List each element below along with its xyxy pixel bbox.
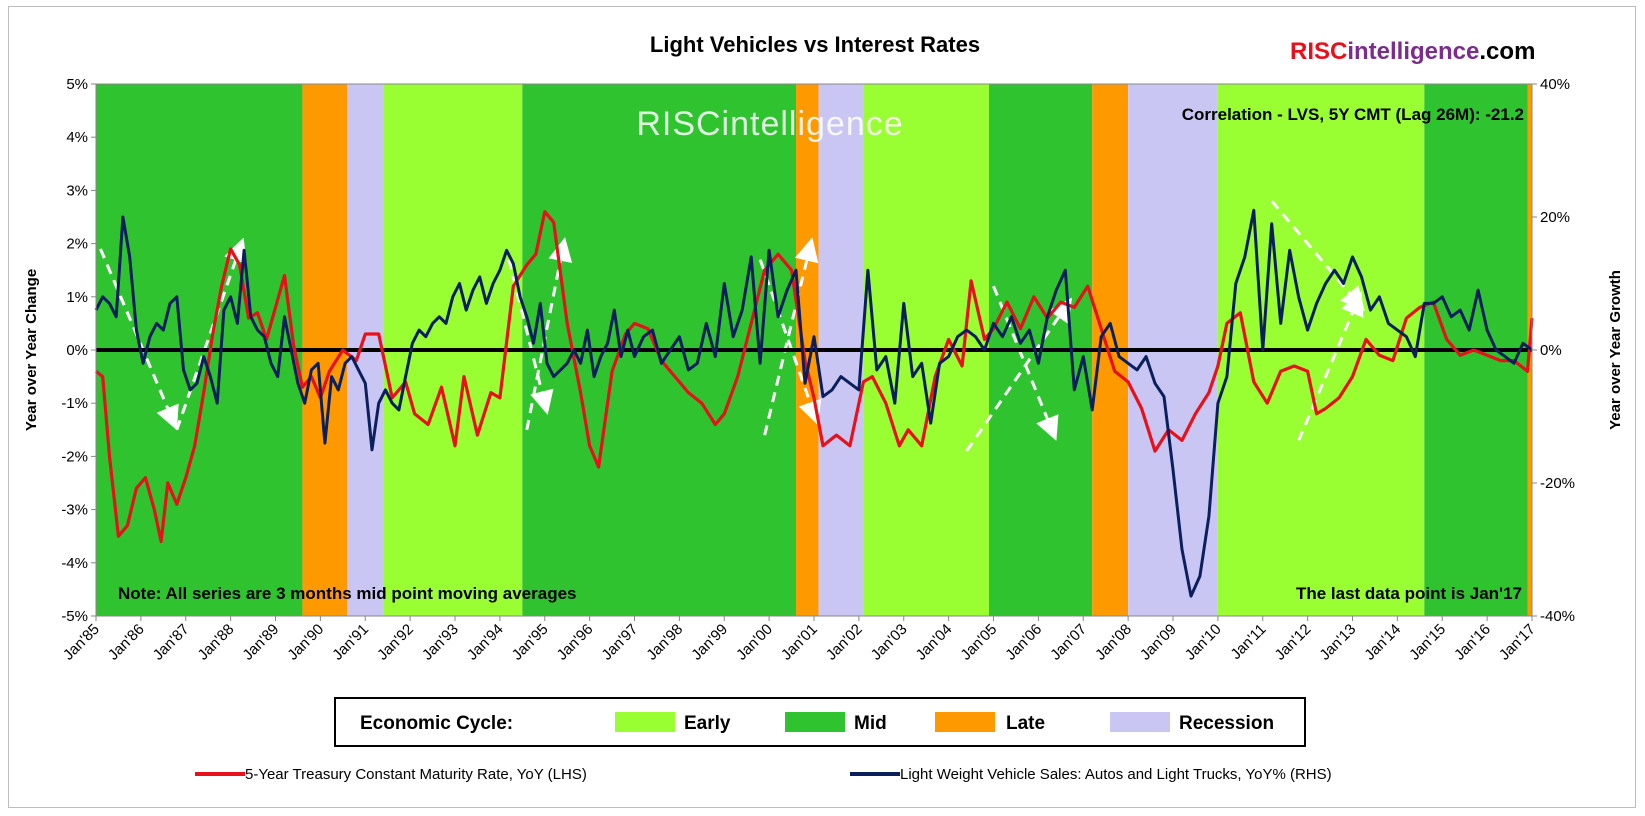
x-tick-label: Jan'93 [419,621,462,664]
x-tick-label: Jan'85 [60,621,103,664]
trend-arrow-9 [1297,291,1364,442]
legend-label-vehicles: Light Weight Vehicle Sales: Autos and Li… [900,766,1332,783]
trend-arrow-5 [763,237,819,436]
series-lines [94,208,1534,598]
legend-swatch-early [615,712,675,732]
x-tick-label: Jan'06 [1002,621,1045,664]
brand-part-3: .com [1479,38,1535,65]
x-tick-label: Jan'09 [1137,621,1180,664]
correlation-note: Correlation - LVS, 5Y CMT (Lag 26M): -21… [1182,105,1524,124]
note-left: Note: All series are 3 months mid point … [118,584,577,603]
watermark: RISCintelligence [636,105,903,143]
y-left-tick-label: 4% [66,129,88,146]
x-tick-label: Jan'91 [329,621,372,664]
y-left-tick-label: -5% [61,608,88,625]
y-left-tick-label: 5% [66,76,88,93]
legend-label-treasury: 5-Year Treasury Constant Maturity Rate, … [245,766,587,783]
x-tick-label: Jan'17 [1496,621,1539,664]
x-tick-label: Jan'92 [374,621,417,664]
x-tick-label: Jan'90 [284,621,327,664]
y-axis-right-label: Year over Year Growth [1607,270,1624,430]
cycle-legend-title: Economic Cycle: [360,713,513,734]
cycle-legend: Economic Cycle: Early Mid Late Recession [334,697,1306,747]
legend-label-late: Late [1006,713,1045,734]
note-right: The last data point is Jan'17 [1296,584,1522,603]
legend-swatch-late [935,712,995,732]
y-axis-right: 40% 20% 0% -20% -40% [1532,76,1575,625]
x-tick-label: Jan'88 [195,621,238,664]
brand-logo: RISCintelligence.com [1290,38,1535,65]
x-tick-label: Jan'13 [1316,621,1359,664]
legend-label-early: Early [684,713,731,734]
y-left-tick-label: 1% [66,289,88,306]
trend-arrow-8 [1270,200,1365,312]
series-legend: 5-Year Treasury Constant Maturity Rate, … [195,766,1332,783]
legend-label-mid: Mid [854,713,887,734]
x-tick-label: Jan'16 [1451,621,1494,664]
brand-part-2: intelligence [1347,38,1479,65]
y-axis-left: 5% 4% 3% 2% 1% 0% -1% -2% -3% -4% -5% [61,76,96,625]
y-right-tick-label: -40% [1540,608,1575,625]
x-tick-label: Jan'98 [643,621,686,664]
x-tick-label: Jan'12 [1272,621,1315,664]
y-right-tick-label: -20% [1540,475,1575,492]
x-tick-label: Jan'05 [957,621,1000,664]
x-tick-label: Jan'01 [778,621,821,664]
x-tick-label: Jan'02 [823,621,866,664]
y-axis-left-label: Year over Year Change [23,269,40,431]
legend-swatch-recession [1110,712,1170,732]
x-tick-label: Jan'00 [733,621,776,664]
x-tick-label: Jan'86 [105,621,148,664]
x-tick-label: Jan'99 [688,621,731,664]
y-left-tick-label: 2% [66,236,88,253]
x-tick-label: Jan'03 [868,621,911,664]
trend-arrow-7 [965,297,1073,452]
x-tick-label: Jan'94 [464,621,507,664]
y-left-tick-label: 0% [66,342,88,359]
y-right-tick-label: 0% [1540,342,1562,359]
x-tick-label: Jan'15 [1406,621,1449,664]
y-right-tick-label: 40% [1540,76,1570,93]
y-left-tick-label: -2% [61,448,88,465]
trend-arrow-1 [175,237,247,431]
x-tick-label: Jan'11 [1227,621,1269,663]
trend-arrow-4 [758,259,822,426]
x-tick-label: Jan'07 [1047,621,1090,664]
brand-part-1: RISC [1290,38,1347,65]
y-right-tick-label: 20% [1540,209,1570,226]
x-tick-label: Jan'10 [1182,621,1225,664]
x-tick-label: Jan'96 [554,621,597,664]
x-tick-label: Jan'89 [239,621,282,664]
y-left-tick-label: -4% [61,555,88,572]
x-axis: Jan'85 Jan'86 Jan'87 Jan'88 Jan'89 Jan'90 Jan'… [60,616,1539,664]
y-left-tick-label: -1% [61,395,88,412]
x-tick-label: Jan'95 [509,621,552,664]
y-left-tick-label: -3% [61,502,88,519]
x-tick-label: Jan'04 [913,621,956,664]
series-line-treasury [95,210,1534,544]
series-line-vehicles [94,208,1533,598]
legend-label-recession: Recession [1179,713,1274,734]
x-tick-label: Jan'97 [598,621,641,664]
y-left-tick-label: 3% [66,182,88,199]
legend-swatch-mid [785,712,845,732]
x-tick-label: Jan'87 [150,621,193,664]
chart-title: Light Vehicles vs Interest Rates [650,32,980,57]
x-tick-label: Jan'08 [1092,621,1135,664]
x-tick-label: Jan'14 [1361,621,1404,664]
